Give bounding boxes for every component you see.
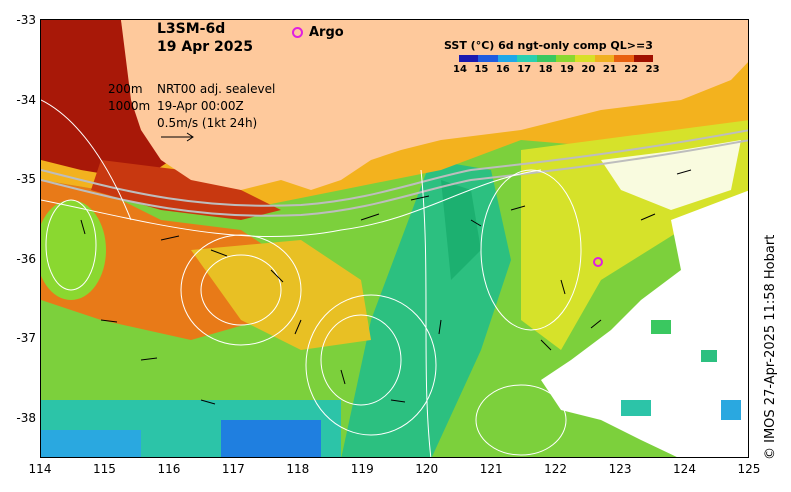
x-tick-label: 119 <box>350 462 374 476</box>
colorbar-swatch <box>594 55 615 62</box>
x-tick-label: 124 <box>673 462 696 476</box>
colorbar-swatch <box>633 55 654 62</box>
y-tick-label: -36 <box>16 251 36 266</box>
colorbar-swatch <box>517 55 537 62</box>
colorbar-swatch <box>459 55 479 62</box>
colorbar-tick-label: 14 <box>453 64 467 75</box>
isobath-1000-label: 1000m <box>108 99 151 113</box>
colorbar-title: SST (°C) 6d ngt-only comp QL>=3 <box>444 39 653 52</box>
isobath-200-label: 200m <box>108 82 143 96</box>
timestamp-label: 19-Apr 00:00Z <box>157 99 244 113</box>
colorbar-swatch <box>536 55 557 62</box>
colorbar <box>459 55 654 62</box>
colorbar-tick-label: 17 <box>517 64 532 75</box>
y-tick-label: -38 <box>16 410 36 425</box>
product-title: L3SM-6d <box>157 21 226 37</box>
y-tick-label: -35 <box>16 172 36 186</box>
colorbar-tick-label: 21 <box>602 64 617 75</box>
colorbar-tick-label: 19 <box>560 64 574 75</box>
x-tick-label: 114 <box>28 462 52 476</box>
x-tick-label: 121 <box>479 462 503 476</box>
colorbar-tick-label: 16 <box>495 64 510 75</box>
argo-float-marker <box>593 257 603 267</box>
x-tick-label: 122 <box>544 462 568 476</box>
y-tick-label: -37 <box>16 331 36 345</box>
x-tick-label: 120 <box>415 462 439 476</box>
argo-legend-label: Argo <box>309 25 344 40</box>
argo-legend: Argo <box>292 25 344 40</box>
colorbar-tick-label: 20 <box>581 64 596 75</box>
x-tick-label: 116 <box>157 462 181 476</box>
y-tick-label: -34 <box>16 92 36 107</box>
sst-map-svg <box>41 20 748 457</box>
date-title: 19 Apr 2025 <box>157 39 253 55</box>
sst-map <box>40 19 749 458</box>
colorbar-swatch <box>614 55 634 62</box>
sealevel-label: NRT00 adj. sealevel <box>157 82 276 96</box>
x-tick-label: 118 <box>286 462 310 476</box>
credit-text: © IMOS 27-Apr-2025 11:58 Hobart <box>763 234 778 460</box>
colorbar-swatch <box>575 55 595 62</box>
argo-marker-icon <box>292 27 303 38</box>
colorbar-tick-label: 18 <box>538 64 553 75</box>
colorbar-tick-label: 23 <box>645 64 660 75</box>
x-tick-label: 115 <box>92 462 116 476</box>
velocity-scale-label: 0.5m/s (1kt 24h) <box>157 116 258 130</box>
colorbar-swatch <box>478 55 498 62</box>
y-tick-label: -33 <box>16 13 36 27</box>
x-tick-label: 117 <box>221 462 245 476</box>
x-tick-label: 123 <box>608 462 632 476</box>
colorbar-tick-label: 15 <box>474 64 489 75</box>
colorbar-swatch <box>497 55 518 62</box>
colorbar-swatch <box>556 55 576 62</box>
velocity-scale-arrow-icon <box>161 132 194 142</box>
colorbar-tick-label: 22 <box>624 64 639 75</box>
x-tick-label: 125 <box>737 462 761 476</box>
